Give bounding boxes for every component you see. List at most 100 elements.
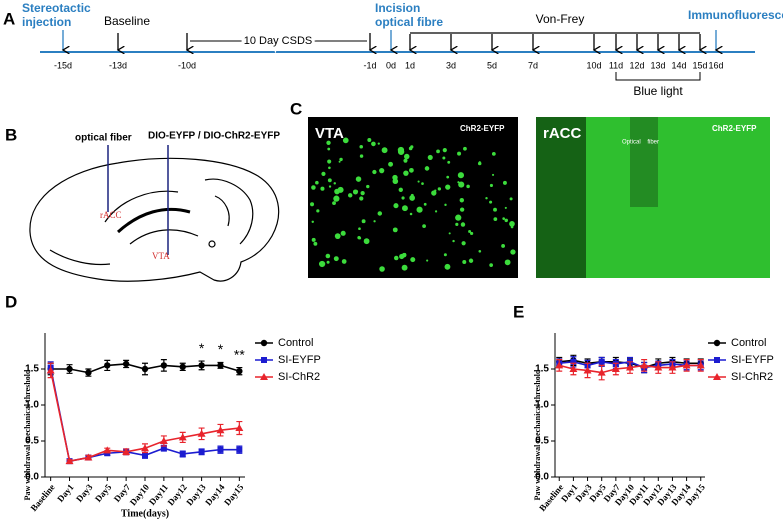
y-tick-label: 1.5 bbox=[535, 364, 549, 375]
cell bbox=[477, 161, 482, 166]
marker bbox=[65, 457, 74, 465]
cell bbox=[326, 140, 331, 145]
cell bbox=[504, 259, 511, 266]
marker bbox=[122, 360, 130, 368]
cell bbox=[447, 160, 451, 164]
cell bbox=[457, 151, 462, 156]
cell bbox=[359, 196, 364, 201]
marker bbox=[142, 452, 148, 459]
cell bbox=[460, 222, 466, 227]
cell bbox=[340, 230, 346, 236]
marker bbox=[555, 361, 564, 369]
diagram-label: VTA bbox=[152, 251, 170, 261]
cell bbox=[489, 200, 493, 204]
cell bbox=[392, 227, 398, 233]
y-tick-label: 0.5 bbox=[25, 436, 39, 447]
marker bbox=[160, 362, 168, 369]
brain-diagram bbox=[29, 157, 280, 282]
diagram-label: DIO-EYFP / DIO-ChR2-EYFP bbox=[148, 131, 280, 142]
significance: * bbox=[218, 341, 224, 357]
cell bbox=[397, 146, 405, 154]
cell bbox=[347, 193, 353, 198]
cell bbox=[379, 167, 385, 174]
significance: * bbox=[199, 340, 205, 356]
legend-marker bbox=[260, 373, 268, 380]
legend-label: Control bbox=[278, 337, 313, 349]
cell bbox=[445, 184, 451, 190]
panel-label: A bbox=[3, 9, 15, 28]
cell bbox=[409, 212, 413, 216]
day-label: -10d bbox=[178, 60, 196, 70]
significance: ** bbox=[234, 346, 245, 362]
cell bbox=[489, 183, 493, 188]
cell bbox=[427, 154, 433, 160]
day-label: 10d bbox=[586, 60, 601, 70]
cell bbox=[381, 147, 388, 154]
marker bbox=[66, 365, 73, 373]
event-label: Incision bbox=[375, 1, 420, 15]
marker bbox=[570, 358, 577, 365]
cell bbox=[502, 180, 507, 185]
cell bbox=[357, 235, 361, 240]
event-label: optical fibre bbox=[375, 15, 443, 29]
marker bbox=[569, 365, 578, 372]
day-label: -15d bbox=[54, 60, 72, 70]
marker bbox=[179, 363, 186, 371]
cell bbox=[466, 184, 470, 189]
day-label: 3d bbox=[446, 60, 456, 70]
marker bbox=[236, 446, 243, 453]
cell bbox=[401, 196, 405, 200]
legend-label: SI-EYFP bbox=[278, 354, 321, 366]
cell bbox=[446, 175, 450, 179]
marker bbox=[46, 366, 55, 374]
day-label: 7d bbox=[528, 60, 538, 70]
marker bbox=[179, 450, 186, 457]
cell bbox=[468, 230, 472, 233]
legend-label: SI-ChR2 bbox=[731, 371, 773, 383]
legend-marker bbox=[261, 357, 267, 363]
legend-marker bbox=[714, 357, 720, 363]
panel-label: C bbox=[290, 99, 302, 118]
day-label: 1d bbox=[405, 60, 415, 70]
marker bbox=[235, 424, 244, 432]
blue-light-bracket bbox=[615, 72, 701, 81]
cell bbox=[355, 176, 362, 182]
cell bbox=[388, 161, 394, 167]
cell bbox=[485, 197, 488, 200]
marker bbox=[217, 446, 224, 453]
cell bbox=[424, 166, 430, 171]
cell bbox=[444, 263, 451, 270]
day-label: 16d bbox=[708, 60, 723, 70]
cell bbox=[333, 256, 339, 262]
cell bbox=[310, 202, 315, 207]
cell bbox=[468, 258, 474, 263]
cell bbox=[455, 214, 462, 221]
cell bbox=[509, 197, 513, 201]
cell bbox=[442, 148, 447, 153]
cell bbox=[403, 253, 407, 256]
y-axis-label: Paw withdrawal mechanical threshold bbox=[23, 369, 32, 500]
cell bbox=[452, 239, 455, 243]
cell bbox=[463, 146, 467, 151]
cell bbox=[448, 232, 451, 235]
cells bbox=[310, 137, 516, 272]
cell bbox=[313, 241, 318, 246]
cell bbox=[462, 260, 467, 265]
marker bbox=[103, 446, 112, 454]
marker bbox=[217, 362, 224, 369]
diagram-label: rACC bbox=[100, 210, 122, 220]
y-tick-label: 0.5 bbox=[535, 436, 549, 447]
image-label: ChR2-EYFP bbox=[712, 124, 757, 133]
day-label: 15d bbox=[692, 60, 707, 70]
cell bbox=[337, 186, 344, 193]
panel-label: D bbox=[5, 292, 17, 311]
cell bbox=[459, 198, 465, 203]
cell bbox=[359, 154, 364, 158]
panel-label: B bbox=[5, 125, 17, 144]
cell bbox=[332, 201, 336, 206]
marker bbox=[198, 362, 205, 369]
image-label: ChR2-EYFP bbox=[460, 124, 505, 133]
cell bbox=[377, 142, 380, 145]
cell bbox=[458, 181, 465, 188]
cell bbox=[491, 151, 496, 156]
